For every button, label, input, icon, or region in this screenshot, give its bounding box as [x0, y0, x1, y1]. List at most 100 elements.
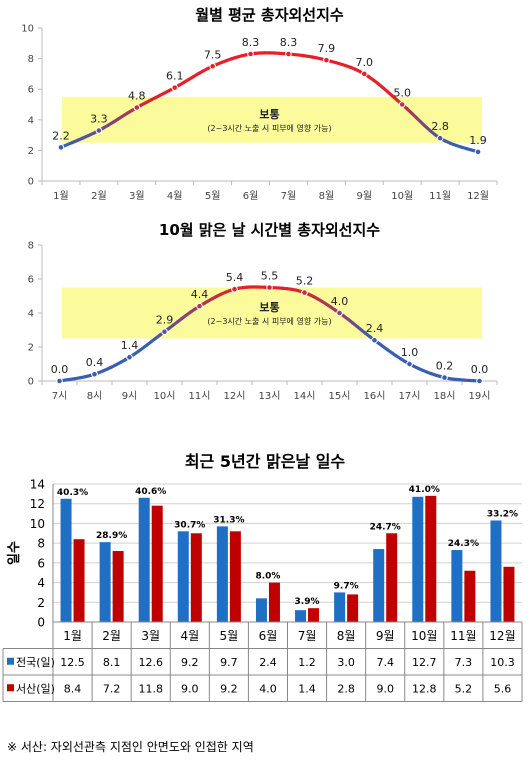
bar-seosan — [268, 582, 280, 622]
bar-seosan — [73, 539, 85, 622]
y-tick-label: 14 — [30, 478, 45, 492]
table-cell: 3.0 — [337, 656, 355, 669]
data-label: 5.0 — [393, 87, 411, 100]
percent-annotation: 28.9% — [96, 531, 127, 541]
category-label: 12월 — [489, 629, 515, 643]
x-tick-label: 5월 — [205, 190, 221, 202]
moderate-band — [62, 96, 482, 143]
y-tick-label: 2 — [37, 596, 45, 610]
x-tick-label: 12시 — [224, 390, 246, 402]
data-point — [171, 84, 179, 91]
data-point — [476, 377, 483, 385]
table-cell: 9.2 — [181, 656, 199, 669]
category-label: 3월 — [141, 629, 160, 643]
y-tick-label: 4 — [28, 309, 34, 320]
data-label: 5.5 — [261, 270, 279, 283]
data-point — [371, 336, 378, 344]
x-tick-label: 15시 — [329, 390, 351, 402]
category-label: 11월 — [450, 629, 476, 643]
table-cell: 9.0 — [181, 682, 199, 695]
percent-annotation: 30.7% — [174, 520, 205, 530]
x-tick-label: 3월 — [129, 190, 145, 202]
table-cell: 1.2 — [298, 656, 316, 669]
y-tick-label: 0 — [37, 616, 45, 630]
bar-seosan — [190, 533, 202, 622]
x-tick-label: 2월 — [91, 190, 107, 202]
x-tick-label: 4월 — [167, 190, 183, 202]
bar-national — [451, 550, 463, 622]
x-tick-label: 11월 — [429, 190, 451, 202]
x-tick-label: 8시 — [87, 390, 103, 402]
bar-national — [216, 526, 228, 622]
y-tick-label: 4 — [37, 576, 45, 590]
percent-annotation: 3.9% — [295, 597, 320, 607]
chart-title: 최근 5년간 맑은날 일수 — [185, 452, 346, 471]
percent-annotation: 40.6% — [135, 487, 166, 497]
x-tick-label: 9월 — [357, 190, 373, 202]
data-point — [441, 374, 448, 381]
bar-national — [255, 598, 267, 622]
bar-national — [177, 531, 189, 622]
table-cell: 5.2 — [455, 682, 473, 695]
bar-seosan — [229, 531, 241, 622]
data-label: 1.4 — [121, 339, 139, 352]
data-label: 4.4 — [191, 288, 209, 301]
y-tick-label: 2 — [28, 146, 34, 157]
data-label: 0.4 — [86, 356, 104, 369]
data-label: 8.3 — [242, 36, 260, 49]
x-tick-label: 14시 — [294, 390, 316, 402]
data-point — [126, 353, 133, 361]
bar-seosan — [386, 533, 398, 622]
data-label: 4.8 — [128, 90, 146, 103]
bar-seosan — [464, 570, 476, 622]
x-tick-label: 18시 — [434, 390, 456, 402]
x-tick-label: 13시 — [259, 390, 281, 402]
category-label: 4월 — [180, 629, 199, 643]
table-cell: 12.7 — [412, 656, 437, 669]
bar-national — [295, 610, 307, 622]
bar-seosan — [308, 608, 320, 622]
table-cell: 9.0 — [376, 682, 394, 695]
y-tick-label: 6 — [28, 85, 34, 96]
band-note: (2~3시간 노출 시 피부에 영향 가능) — [207, 316, 331, 326]
legend-label: 전국(일) — [16, 655, 55, 669]
data-label: 1.0 — [401, 346, 419, 359]
x-tick-label: 7월 — [281, 190, 297, 202]
y-tick-label: 8 — [37, 537, 45, 551]
x-tick-label: 10월 — [391, 190, 413, 202]
y-axis-label: 일수 — [7, 541, 22, 565]
y-tick-label: 0 — [28, 177, 34, 188]
table-cell: 8.4 — [64, 682, 82, 695]
table-cell: 12.6 — [138, 656, 163, 669]
bar-national — [334, 592, 346, 622]
data-point — [161, 328, 168, 335]
bar-national — [60, 498, 72, 622]
y-tick-label: 6 — [37, 556, 45, 570]
y-tick-label: 6 — [28, 275, 34, 286]
data-label: 0.0 — [51, 363, 69, 376]
category-label: 6월 — [259, 629, 278, 643]
data-label: 6.1 — [166, 70, 184, 83]
table-cell: 7.2 — [103, 682, 121, 695]
data-label: 0.2 — [436, 360, 454, 373]
x-tick-label: 6월 — [243, 190, 259, 202]
data-point — [360, 70, 368, 78]
data-point — [474, 148, 482, 156]
percent-annotation: 40.3% — [57, 488, 88, 498]
legend-swatch — [7, 657, 14, 665]
data-point — [323, 56, 330, 64]
band-label: 보통 — [259, 301, 279, 314]
data-point — [301, 289, 308, 296]
data-point — [247, 50, 254, 58]
footnote: ※ 서산: 자외선관측 지점인 안면도와 인접한 지역 — [7, 740, 254, 754]
chart-title: 월별 평균 총자외선지수 — [195, 6, 344, 24]
data-point — [209, 62, 216, 70]
moderate-band — [62, 287, 482, 339]
table-cell: 1.4 — [298, 682, 316, 695]
category-label: 9월 — [376, 629, 395, 643]
y-tick-label: 2 — [28, 343, 34, 354]
bar-national — [99, 542, 111, 622]
x-tick-label: 16시 — [364, 390, 386, 402]
data-point — [95, 127, 103, 134]
